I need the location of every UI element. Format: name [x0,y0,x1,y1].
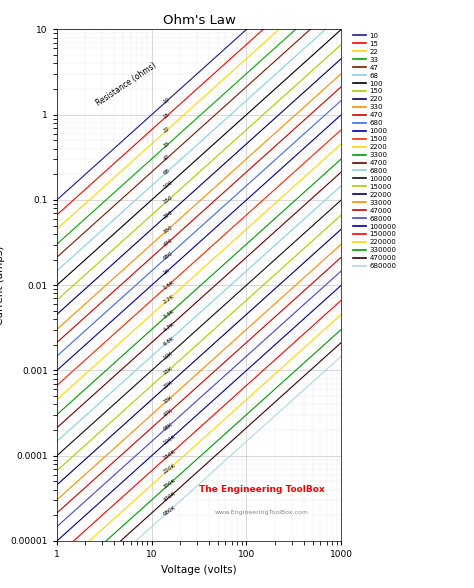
Text: 33K: 33K [163,395,174,405]
X-axis label: Voltage (volts): Voltage (volts) [161,564,237,574]
Text: 330K: 330K [163,478,177,490]
Text: Resistance (ohms): Resistance (ohms) [95,61,158,108]
Text: 470: 470 [163,238,174,248]
Text: 68: 68 [163,168,171,176]
Text: 4.7K: 4.7K [163,322,175,333]
Text: 3.3K: 3.3K [163,309,175,320]
Text: 100K: 100K [163,434,177,446]
Text: 470K: 470K [163,492,177,503]
Text: 15: 15 [163,112,171,120]
Text: 15K: 15K [163,366,174,376]
Text: 680: 680 [163,251,174,261]
Text: 47: 47 [163,154,171,162]
Text: 1K: 1K [163,268,171,275]
Text: 10: 10 [163,97,171,105]
Text: 33: 33 [163,141,171,149]
Text: 220K: 220K [163,463,177,475]
Text: 1.5K: 1.5K [163,279,175,290]
Text: 47K: 47K [163,408,174,418]
Text: www.EngineeringToolBox.com: www.EngineeringToolBox.com [215,510,309,515]
Text: 6.8K: 6.8K [163,335,175,346]
Text: 680K: 680K [163,505,177,517]
Text: 330: 330 [163,225,174,235]
Y-axis label: Current (amps): Current (amps) [0,246,5,325]
Text: 22: 22 [163,126,171,134]
Text: 22K: 22K [163,380,174,390]
Text: 100: 100 [163,180,174,190]
Text: 10K: 10K [163,350,174,360]
Text: 150K: 150K [163,449,177,461]
Text: 220: 220 [163,209,174,219]
Title: Ohm's Law: Ohm's Law [163,14,236,27]
Text: The Engineering ToolBox: The Engineering ToolBox [199,485,325,495]
Text: 68K: 68K [163,422,174,432]
Legend: 10, 15, 22, 33, 47, 68, 100, 150, 220, 330, 470, 680, 1000, 1500, 2200, 3300, 47: 10, 15, 22, 33, 47, 68, 100, 150, 220, 3… [353,33,396,269]
Text: 2.2K: 2.2K [163,293,175,305]
Text: 150: 150 [163,195,174,205]
